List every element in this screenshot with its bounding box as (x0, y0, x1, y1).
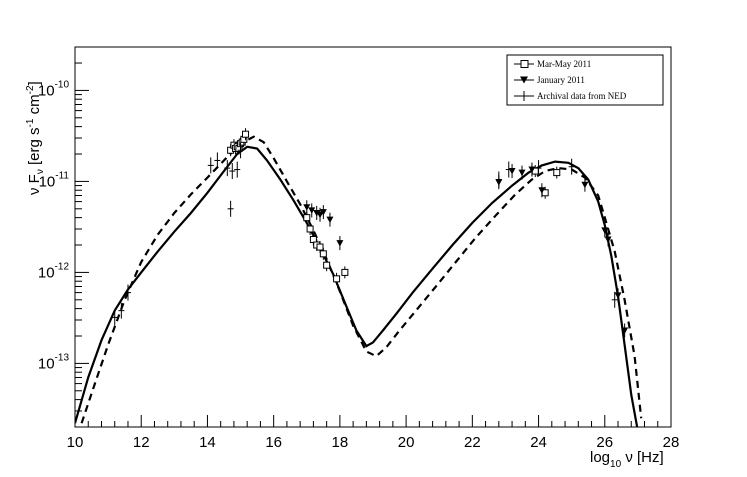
y-tick-base: 10 (39, 173, 56, 190)
point-january-2011 (601, 227, 609, 234)
legend-label-archival-ned: Archival data from NED (537, 91, 627, 101)
point-mar-may-2011 (306, 225, 314, 233)
x-tick-label: 18 (332, 434, 349, 451)
point-january-2011 (303, 204, 311, 211)
plot-frame (74, 46, 672, 428)
x-tick-label: 26 (596, 434, 613, 451)
y-tick-exponent: -10 (55, 79, 70, 90)
x-tick-label: 22 (464, 434, 481, 451)
point-mar-may-2011 (242, 130, 250, 138)
x-tick-label: 14 (199, 434, 216, 451)
x-tick-label: 28 (663, 434, 680, 451)
legend-entry-mar-may-2011: Mar-May 2011 (514, 59, 591, 69)
legend: Mar-May 2011 January 2011 Archival data … (506, 54, 664, 106)
legend-label-january-2011: January 2011 (537, 75, 585, 85)
point-january-2011 (538, 187, 546, 194)
legend-label-mar-may-2011: Mar-May 2011 (537, 59, 591, 69)
y-tick-label: 10-13 (38, 352, 70, 372)
point-january-2011 (326, 216, 334, 224)
y-tick-exponent: -13 (55, 352, 70, 363)
y-tick-base: 10 (38, 355, 55, 372)
x-tick-label: 16 (265, 434, 282, 451)
point-january-2011 (528, 166, 536, 174)
point-january-2011 (604, 236, 612, 243)
point-mar-may-2011 (316, 243, 324, 251)
point-mar-may-2011 (319, 250, 327, 258)
point-january-2011 (308, 207, 316, 214)
legend-entry-january-2011: January 2011 (514, 75, 585, 85)
x-tick-label: 24 (530, 434, 547, 451)
y-tick-label: 10-12 (38, 261, 70, 281)
point-mar-may-2011 (323, 261, 331, 269)
data-points (111, 128, 629, 338)
point-january-2011 (518, 169, 526, 177)
y-tick-base: 10 (38, 264, 55, 281)
point-mar-may-2011 (553, 169, 561, 177)
model-curve-solid (75, 145, 639, 427)
y-tick-exponent: -12 (55, 261, 70, 272)
x-tick-label: 20 (398, 434, 415, 451)
y-tick-exponent: -11 (55, 170, 69, 181)
y-tick-label: 10-11 (39, 170, 70, 190)
x-tick-label: 12 (133, 434, 150, 451)
point-january-2011 (336, 240, 344, 247)
point-mar-may-2011 (341, 268, 349, 276)
point-january-2011 (313, 209, 321, 217)
point-january-2011 (581, 181, 589, 189)
x-tick-label: 10 (67, 434, 84, 451)
legend-entry-archival-ned: Archival data from NED (514, 91, 627, 101)
y-tick-base: 10 (38, 82, 55, 99)
model-curves (75, 135, 643, 427)
model-curve-dashed (80, 135, 643, 424)
point-mar-may-2011 (303, 214, 311, 222)
x-axis-label: log10 ν [Hz] (590, 449, 664, 470)
y-tick-label: 10-10 (38, 79, 70, 99)
point-january-2011 (614, 292, 622, 299)
y-axis-label: ν Fν [erg s-1 cm-2] (25, 81, 46, 195)
point-january-2011 (621, 327, 629, 334)
point-mar-may-2011 (333, 275, 341, 283)
point-january-2011 (508, 168, 516, 175)
point-january-2011 (316, 211, 324, 219)
point-january-2011 (319, 209, 327, 216)
